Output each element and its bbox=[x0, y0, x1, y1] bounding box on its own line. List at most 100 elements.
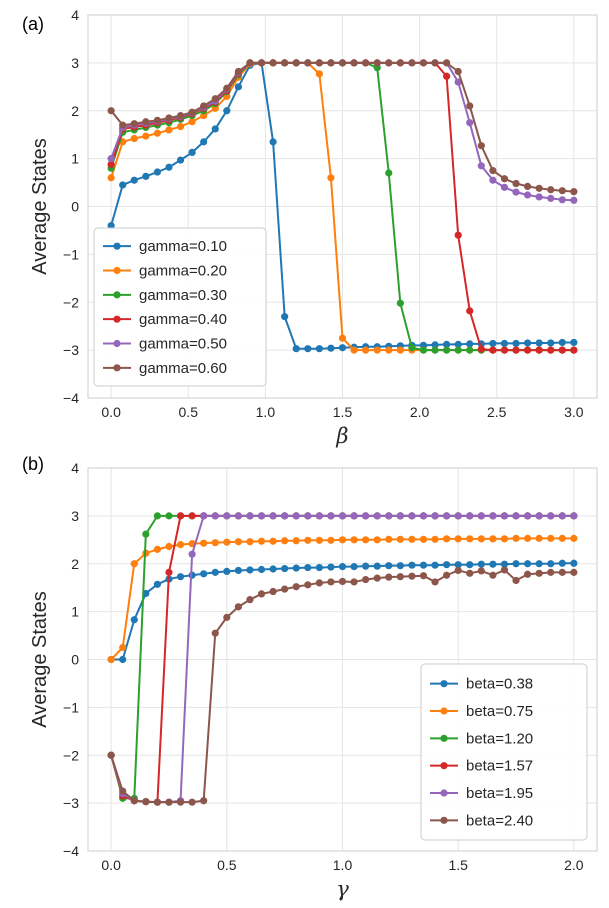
data-point bbox=[188, 108, 196, 116]
legend-entry: beta=0.38 bbox=[430, 676, 533, 693]
legend-entry: gamma=0.40 bbox=[103, 311, 227, 328]
data-point bbox=[119, 643, 127, 652]
data-point bbox=[558, 568, 566, 576]
legend-label: beta=2.40 bbox=[466, 812, 533, 829]
data-point bbox=[523, 191, 532, 199]
data-point bbox=[431, 512, 439, 520]
data-point bbox=[327, 578, 335, 586]
data-point bbox=[512, 560, 520, 568]
data-point bbox=[281, 585, 289, 593]
data-point bbox=[500, 560, 509, 568]
data-point bbox=[130, 560, 138, 568]
data-point bbox=[165, 512, 173, 520]
data-point bbox=[315, 563, 323, 572]
legend-marker bbox=[113, 364, 121, 372]
data-point bbox=[466, 535, 474, 543]
data-point bbox=[211, 568, 219, 576]
data-point bbox=[315, 345, 323, 353]
data-point bbox=[373, 346, 381, 354]
legend: gamma=0.10 gamma=0.20 gamma=0.30 gamma=0.40… bbox=[93, 227, 267, 387]
data-point bbox=[535, 339, 543, 347]
data-point bbox=[431, 561, 439, 569]
series-beta=1.95 bbox=[107, 512, 578, 806]
x-tick-label: 2.5 bbox=[487, 404, 507, 420]
plot-frame bbox=[87, 467, 598, 852]
data-point bbox=[500, 175, 509, 183]
data-point bbox=[130, 176, 138, 184]
data-point bbox=[223, 538, 231, 546]
legend-box bbox=[93, 227, 267, 387]
data-point bbox=[281, 537, 289, 545]
data-point bbox=[223, 613, 231, 621]
data-point bbox=[362, 575, 370, 584]
data-point bbox=[570, 346, 578, 354]
data-point bbox=[350, 578, 358, 586]
x-tick-label: 2.0 bbox=[410, 404, 430, 420]
data-point bbox=[570, 534, 578, 542]
data-point bbox=[327, 59, 335, 67]
data-point bbox=[443, 340, 451, 348]
x-tick-label: 0.0 bbox=[101, 404, 121, 420]
data-point bbox=[234, 603, 242, 611]
data-point bbox=[304, 345, 312, 353]
series-beta=2.40 bbox=[107, 566, 578, 806]
data-point bbox=[500, 183, 509, 191]
data-point bbox=[396, 512, 404, 520]
data-point bbox=[523, 182, 532, 190]
data-point bbox=[176, 111, 185, 120]
data-point bbox=[327, 174, 335, 182]
y-tick-label: −2 bbox=[63, 294, 79, 310]
data-point bbox=[535, 184, 543, 192]
data-point bbox=[489, 339, 497, 348]
data-point bbox=[327, 536, 335, 544]
data-point bbox=[153, 116, 162, 124]
legend-entry: beta=1.57 bbox=[430, 758, 533, 775]
legend-label: beta=1.95 bbox=[466, 785, 533, 802]
y-tick-label: −2 bbox=[63, 747, 79, 763]
legend-marker bbox=[440, 680, 448, 688]
data-point bbox=[535, 569, 543, 577]
data-point bbox=[477, 560, 485, 568]
legend-entry: beta=0.75 bbox=[430, 703, 533, 720]
data-point bbox=[558, 559, 566, 567]
x-tick-label: 3.0 bbox=[564, 404, 584, 420]
data-point bbox=[477, 512, 485, 520]
data-point bbox=[165, 126, 173, 134]
data-point bbox=[570, 559, 578, 567]
data-point bbox=[223, 84, 231, 92]
legend-label: gamma=0.50 bbox=[139, 336, 227, 353]
data-point bbox=[512, 339, 520, 348]
data-point bbox=[165, 114, 173, 122]
data-point bbox=[454, 512, 462, 520]
legend-marker bbox=[113, 315, 121, 323]
data-point bbox=[211, 512, 219, 520]
data-point bbox=[315, 579, 323, 587]
data-point bbox=[350, 346, 358, 354]
data-point bbox=[466, 569, 474, 577]
data-point bbox=[292, 59, 300, 67]
data-point bbox=[547, 339, 555, 347]
data-point bbox=[500, 512, 509, 520]
data-point bbox=[327, 512, 335, 520]
legend-marker bbox=[113, 339, 121, 348]
data-point bbox=[153, 129, 162, 137]
data-point bbox=[419, 346, 428, 354]
data-point bbox=[477, 567, 485, 575]
data-point bbox=[200, 138, 208, 146]
data-point bbox=[408, 59, 416, 67]
data-point bbox=[523, 339, 532, 347]
data-point bbox=[234, 566, 242, 575]
y-tick-label: −1 bbox=[63, 246, 79, 262]
data-point bbox=[408, 535, 416, 543]
data-point bbox=[396, 299, 404, 307]
data-point bbox=[200, 539, 208, 547]
plot-frame bbox=[87, 14, 598, 399]
data-point bbox=[512, 179, 520, 188]
series-beta=0.38 bbox=[107, 559, 578, 664]
data-point bbox=[188, 148, 196, 157]
data-point bbox=[547, 560, 555, 568]
data-point bbox=[431, 341, 439, 349]
data-point bbox=[570, 512, 578, 520]
data-point bbox=[431, 578, 439, 586]
data-point bbox=[327, 563, 335, 571]
